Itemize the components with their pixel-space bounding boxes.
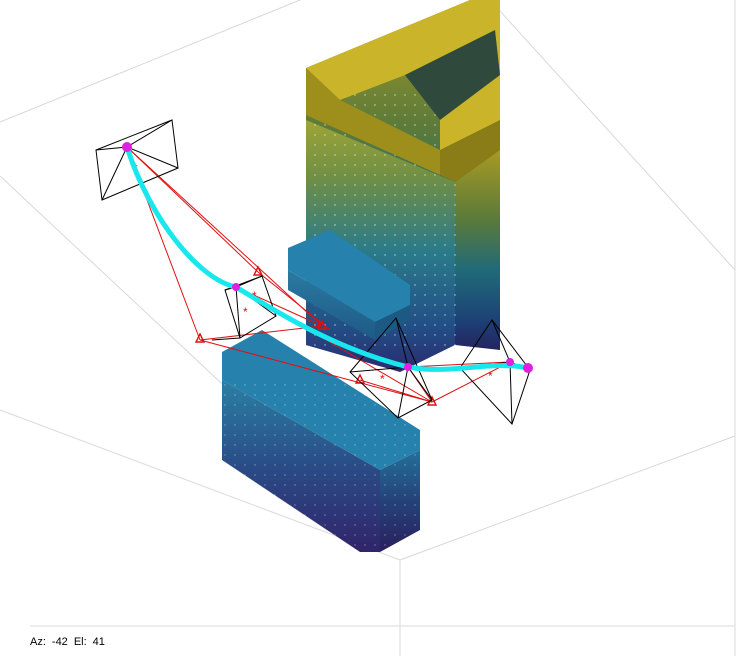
elevation-value: 41 [92, 636, 105, 648]
camera-marker[interactable] [404, 363, 412, 371]
floor-grid [0, 0, 736, 656]
camera-marker[interactable] [523, 363, 533, 373]
elevation-label: El: [73, 636, 87, 648]
camera-marker[interactable] [232, 283, 240, 291]
svg-text:*: * [488, 369, 493, 383]
view-angle-readout: Az: -42 El: 41 [30, 636, 111, 648]
svg-text:*: * [243, 305, 248, 319]
camera-marker[interactable] [506, 358, 514, 366]
azimuth-value: -42 [51, 636, 68, 648]
camera-markers[interactable] [122, 142, 533, 373]
azimuth-label: Az: [30, 636, 46, 648]
camera-trajectory [124, 144, 531, 372]
large-block [222, 330, 420, 552]
camera-marker[interactable] [122, 142, 132, 152]
svg-text:*: * [380, 372, 385, 386]
